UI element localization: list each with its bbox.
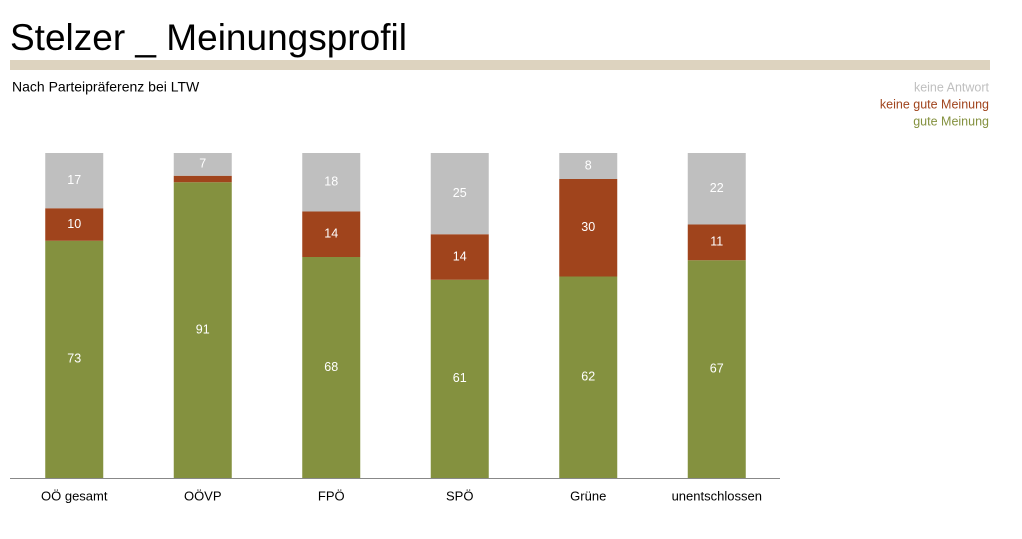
x-tick-label: SPÖ: [446, 488, 473, 503]
bar-segment: [45, 240, 104, 478]
data-label: 10: [67, 217, 81, 231]
bar-segment: [173, 182, 232, 478]
bar-segment: [559, 276, 618, 478]
data-label: 18: [324, 175, 338, 189]
data-label: 91: [196, 322, 210, 336]
bar-segment: [430, 234, 489, 280]
bar-segment: [173, 175, 232, 183]
x-tick-label: OÖ gesamt: [41, 488, 108, 503]
title-rule: [10, 60, 990, 70]
chart-subtitle: Nach Parteipräferenz bei LTW: [12, 79, 200, 95]
data-label: 11: [710, 235, 723, 249]
legend-entry: keine gute Meinung: [880, 97, 989, 111]
data-label: 25: [453, 186, 467, 200]
bar-segment: [45, 208, 104, 241]
bar-segment: [559, 179, 618, 277]
data-label: 62: [581, 370, 595, 384]
data-label: 61: [453, 371, 467, 385]
x-tick-label: unentschlossen: [672, 488, 762, 503]
data-label: 17: [67, 173, 81, 187]
data-label: 14: [324, 227, 338, 241]
bar-segment: [302, 153, 361, 212]
data-label: 30: [581, 220, 595, 234]
x-tick-label: FPÖ: [318, 488, 345, 503]
bar-segment: [302, 211, 361, 257]
x-tick-label: Grüne: [570, 488, 606, 503]
bar-segment: [687, 153, 746, 225]
bar-segment: [430, 279, 489, 478]
bar-segment: [559, 153, 618, 179]
bar-segment: [302, 257, 361, 478]
chart-title: Stelzer _ Meinungsprofil: [10, 17, 407, 58]
x-tick-label: OÖVP: [184, 488, 222, 503]
data-label: 22: [710, 181, 724, 195]
legend-entry: keine Antwort: [914, 80, 990, 94]
data-label: 7: [199, 157, 206, 171]
bar-segment: [687, 224, 746, 261]
data-label: 68: [324, 360, 338, 374]
bar-segment: [45, 153, 104, 209]
data-label: 67: [710, 361, 724, 375]
bar-segment: [430, 153, 489, 235]
data-label: 8: [585, 158, 592, 172]
legend-entry: gute Meinung: [913, 114, 989, 128]
data-label: 73: [67, 352, 81, 366]
data-label: 14: [453, 249, 467, 263]
bar-segment: [687, 260, 746, 478]
bar-segment: [173, 153, 232, 176]
